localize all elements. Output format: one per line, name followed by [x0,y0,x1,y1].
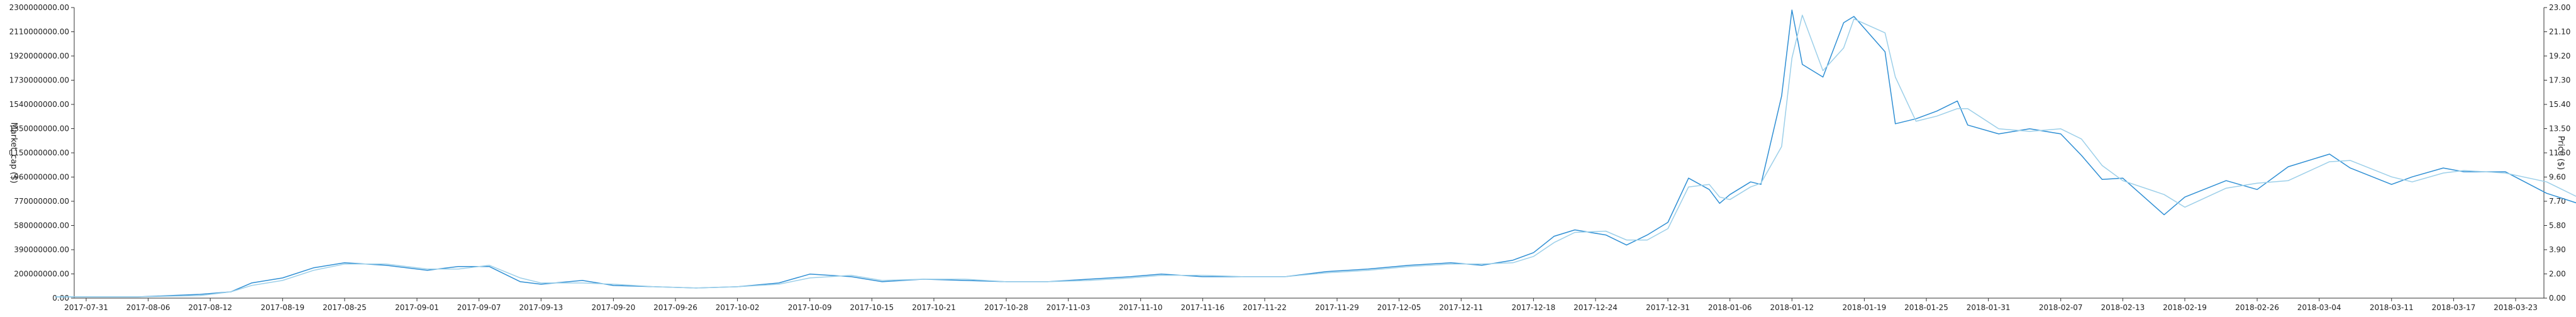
y-tick-label-right: 7.70 [2549,197,2566,206]
y-tick-label-right: 21.10 [2549,28,2570,36]
x-tick-label: 2018-02-26 [2235,303,2279,312]
x-tick-label: 2017-12-11 [1439,303,1483,312]
y-tick-label-right: 3.90 [2549,245,2566,254]
y-tick-label-left: 1730000000.00 [9,76,69,85]
x-tick-label: 2017-11-03 [1046,303,1091,312]
x-tick-label: 2018-01-12 [1770,303,1814,312]
y-tick-label-left: 580000000.00 [14,221,69,230]
x-tick-label: 2017-11-22 [1243,303,1287,312]
axes-layer: 0.00 200000000.00 390000000.00 580000000.00… [9,3,2571,312]
x-tick-label: 2017-08-06 [126,303,170,312]
x-tick-label: 2018-02-19 [2163,303,2207,312]
x-tick-label: 2017-12-05 [1377,303,1421,312]
x-tick-label: 2017-11-16 [1180,303,1224,312]
y-tick-label-left: 1920000000.00 [9,52,69,60]
x-tick-label: 2017-10-02 [716,303,760,312]
x-tick-label: 2018-01-31 [1967,303,2011,312]
x-tick-label: 2017-11-10 [1119,303,1163,312]
x-tick-label: 2018-02-13 [2101,303,2145,312]
x-tick-label: 2017-09-01 [395,303,439,312]
x-tick-label: 2017-12-24 [1574,303,1618,312]
y-tick-label-right: 0.00 [2549,294,2566,303]
y-tick-label-left: 200000000.00 [14,270,69,279]
y-tick-label-left: 1540000000.00 [9,100,69,109]
y-tick-label-right: 17.30 [2549,76,2570,85]
x-tick-label: 2017-08-12 [188,303,232,312]
y-axis-label-right: Price ($) [2556,136,2565,170]
x-tick-label: 2017-10-09 [788,303,832,312]
x-tick-label: 2017-09-13 [519,303,563,312]
y-tick-label-left: 960000000.00 [14,173,69,182]
x-tick-label: 2017-10-28 [984,303,1028,312]
series-line-market-cap [55,9,2576,298]
x-tick-label: 2018-01-06 [1708,303,1752,312]
x-tick-label: 2018-01-25 [1904,303,1948,312]
y-tick-label-left: 390000000.00 [14,245,69,254]
y-axis-label-left: Market_cap ($) [9,122,18,183]
series-line-price [55,14,2576,298]
x-tick-label: 2017-10-21 [912,303,956,312]
labels-layer: Market_cap ($) Price ($) [9,122,2565,183]
x-tick-label: 2017-08-25 [323,303,367,312]
x-tick-label: 2018-02-07 [2039,303,2083,312]
x-tick-label: 2017-07-31 [64,303,108,312]
x-tick-label: 2017-09-07 [457,303,501,312]
x-tick-label: 2017-09-20 [591,303,635,312]
y-tick-label-right: 2.00 [2549,270,2566,279]
y-tick-label-right: 11.50 [2549,148,2570,157]
x-tick-label: 2018-03-17 [2431,303,2475,312]
x-tick-label: 2018-03-11 [2370,303,2414,312]
x-tick-label: 2017-12-31 [1646,303,1690,312]
y-tick-label-left: 1350000000.00 [9,125,69,133]
y-tick-label-left: 2300000000.00 [9,3,69,12]
y-tick-label-left: 1150000000.00 [9,148,69,157]
x-tick-label: 2017-10-15 [850,303,894,312]
y-tick-label-right: 13.50 [2549,125,2570,133]
y-tick-label-right: 15.40 [2549,100,2570,109]
y-tick-label-left: 0.00 [52,294,69,303]
y-tick-label-left: 770000000.00 [14,197,69,206]
y-tick-label-right: 9.60 [2549,173,2566,182]
series-layer [55,9,2576,298]
y-tick-label-right: 23.00 [2549,3,2570,12]
x-tick-label: 2017-11-29 [1315,303,1359,312]
x-tick-label: 2017-08-19 [260,303,304,312]
x-tick-label: 2017-12-18 [1511,303,1555,312]
x-tick-label: 2018-03-23 [2494,303,2538,312]
x-tick-label: 2018-03-04 [2297,303,2341,312]
y-tick-label-left: 2110000000.00 [9,28,69,36]
y-tick-label-right: 5.80 [2549,221,2566,230]
x-tick-label: 2018-01-19 [1843,303,1887,312]
y-tick-label-right: 19.20 [2549,52,2570,60]
x-tick-label: 2017-09-26 [653,303,697,312]
